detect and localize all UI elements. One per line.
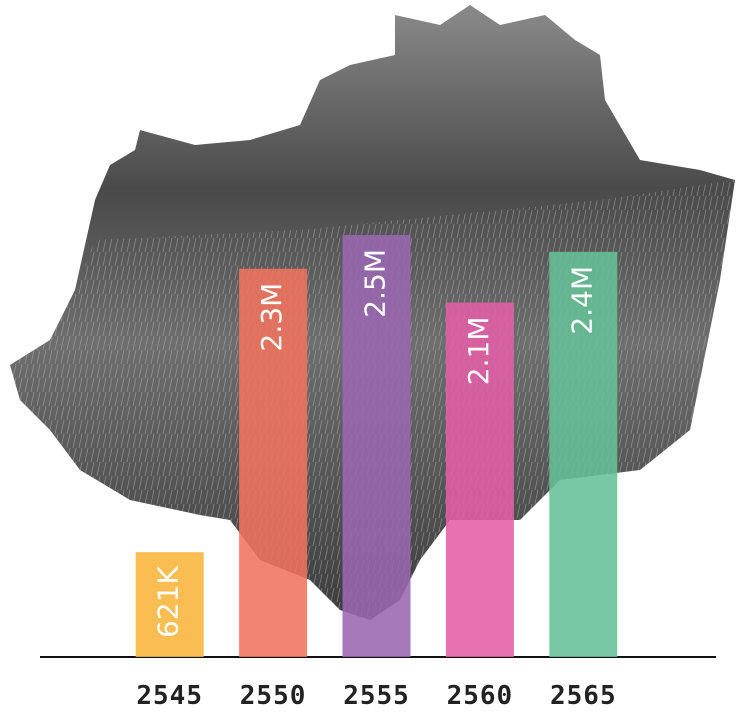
value-label: 2.1M	[462, 317, 495, 386]
value-label: 2.4M	[565, 266, 598, 335]
value-label: 621K	[152, 566, 185, 638]
bar	[239, 268, 308, 657]
x-tick-label: 2565	[550, 681, 617, 711]
bar	[445, 302, 514, 657]
value-label: 2.3M	[255, 283, 288, 352]
x-tick-label: 2560	[447, 681, 514, 711]
x-tick-label: 2555	[343, 681, 410, 711]
bar	[549, 251, 618, 657]
bar	[135, 552, 204, 657]
x-tick-label: 2545	[136, 681, 203, 711]
value-label: 2.5M	[359, 249, 392, 318]
x-tick-label: 2550	[240, 681, 307, 711]
bar	[342, 235, 411, 657]
